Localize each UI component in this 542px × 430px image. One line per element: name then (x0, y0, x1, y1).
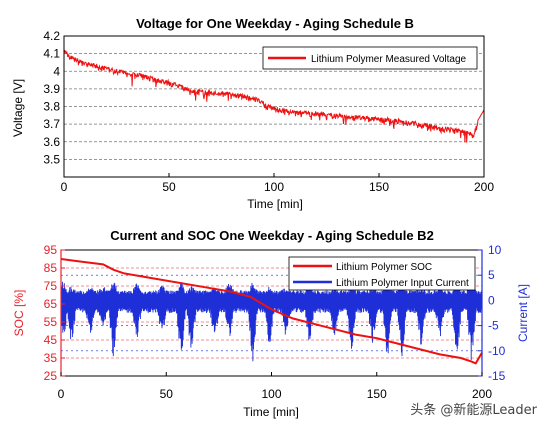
voltage-legend: Lithium Polymer Measured Voltage (262, 46, 478, 70)
voltage-grid (64, 35, 484, 160)
voltage-x-axis-label: Time [min] (247, 197, 303, 211)
soc-y-tick-label: 35 (44, 351, 58, 365)
current-y-tick-label: 10 (488, 243, 502, 257)
current-soc-x-axis-label: Time [min] (243, 405, 299, 419)
soc-y-tick-label: 95 (44, 243, 58, 257)
voltage-chart-title: Voltage for One Weekday - Aging Schedule… (136, 16, 414, 31)
soc-y-axis-label: SOC [%] (12, 290, 26, 337)
voltage-x-tick-label: 100 (264, 180, 284, 194)
voltage-x-tick-label: 50 (162, 180, 176, 194)
current-series (60, 275, 483, 362)
current-y-axis-label: Current [A] (516, 284, 530, 342)
current-y-ticks: -15 -10 -5 0 5 10 (478, 243, 506, 383)
current-legend-label: Lithium Polymer Input Current (336, 278, 469, 289)
voltage-y-tick-label: 3.7 (43, 117, 60, 131)
current-line (60, 275, 483, 362)
current-soc-x-tick-label: 100 (261, 387, 281, 401)
voltage-x-tick-label: 0 (61, 180, 68, 194)
current-soc-x-ticks: 0 50 100 150 200 (58, 372, 492, 401)
voltage-y-tick-label: 4 (53, 64, 60, 78)
soc-y-tick-label: 25 (44, 369, 58, 383)
watermark: 头条 @新能源Leader (410, 402, 537, 418)
soc-legend-label: Lithium Polymer SOC (336, 262, 432, 273)
soc-y-tick-label: 75 (44, 279, 58, 293)
current-y-tick-label: 5 (488, 268, 495, 282)
voltage-x-ticks: 0 50 100 150 200 (61, 173, 494, 194)
soc-line (60, 258, 483, 365)
voltage-y-tick-label: 4.1 (43, 47, 60, 61)
soc-y-tick-label: 65 (44, 297, 58, 311)
soc-y-tick-label: 85 (44, 261, 58, 275)
current-soc-x-tick-label: 0 (58, 387, 65, 401)
voltage-legend-box (262, 46, 478, 70)
current-y-tick-label: -15 (488, 369, 506, 383)
current-soc-x-tick-label: 50 (160, 387, 174, 401)
voltage-series (63, 49, 485, 143)
voltage-y-tick-label: 3.8 (43, 100, 60, 114)
voltage-y-tick-label: 3.5 (43, 152, 60, 166)
current-soc-chart: Current and SOC One Weekday - Aging Sche… (12, 228, 530, 419)
current-soc-chart-title: Current and SOC One Weekday - Aging Sche… (110, 228, 434, 243)
voltage-y-ticks: 3.5 3.6 3.7 3.8 3.9 4 4.1 4.2 (43, 29, 60, 166)
voltage-y-axis-label: Voltage [V] (11, 79, 25, 137)
voltage-y-tick-label: 3.9 (43, 82, 60, 96)
voltage-x-tick-label: 200 (474, 180, 494, 194)
current-y-tick-label: -5 (488, 319, 499, 333)
current-soc-legend: Lithium Polymer SOC Lithium Polymer Inpu… (288, 256, 476, 291)
soc-y-tick-label: 55 (44, 315, 58, 329)
voltage-y-tick-label: 4.2 (43, 29, 60, 43)
voltage-line (63, 49, 485, 143)
soc-y-ticks: 25 35 45 55 65 75 85 95 (44, 243, 65, 383)
voltage-y-tick-label: 3.6 (43, 135, 60, 149)
current-y-tick-label: -10 (488, 344, 506, 358)
voltage-legend-label: Lithium Polymer Measured Voltage (311, 54, 467, 65)
current-soc-x-tick-label: 200 (472, 387, 492, 401)
current-soc-legend-box (288, 256, 476, 291)
voltage-chart: Voltage for One Weekday - Aging Schedule… (11, 16, 494, 211)
current-y-tick-label: 0 (488, 293, 495, 307)
voltage-x-tick-label: 150 (369, 180, 389, 194)
soc-series (60, 258, 483, 365)
current-soc-x-tick-label: 150 (367, 387, 387, 401)
soc-y-tick-label: 45 (44, 333, 58, 347)
